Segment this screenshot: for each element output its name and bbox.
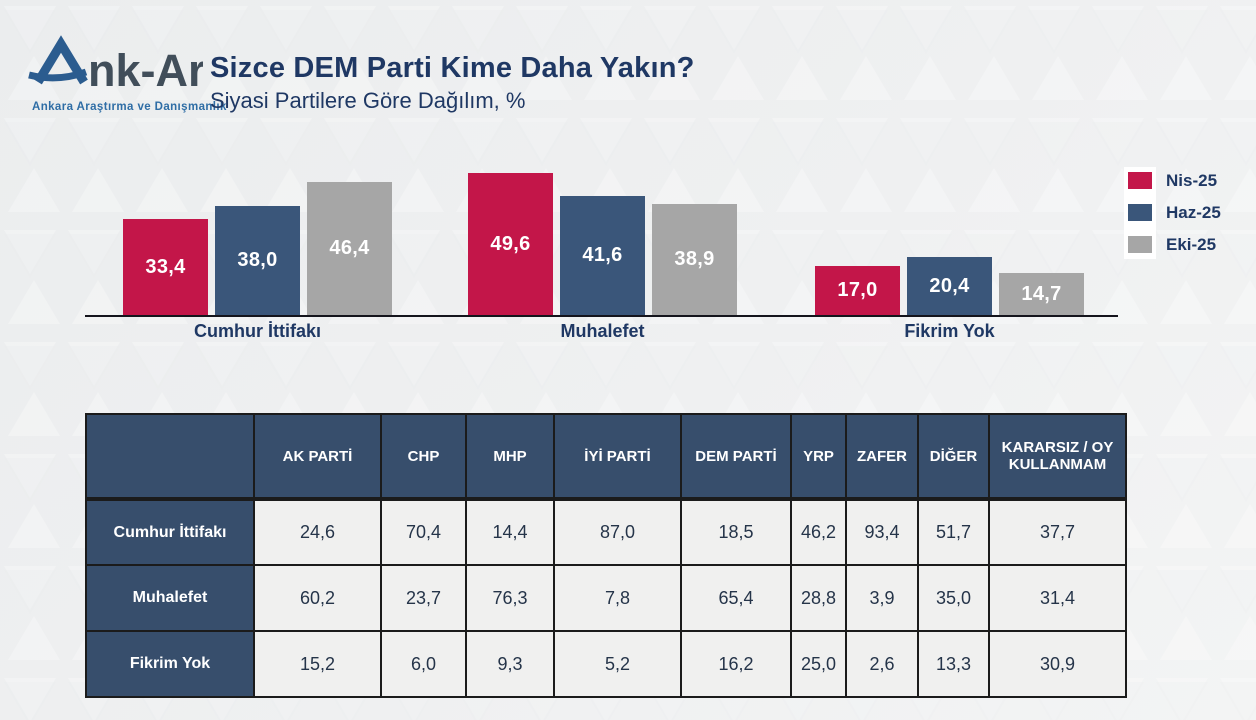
table-cell: 93,4	[845, 498, 919, 566]
table-cell: 25,0	[790, 630, 847, 698]
table-cell: 13,3	[917, 630, 990, 698]
table-cell: 16,2	[680, 630, 792, 698]
bar: 49,6	[468, 173, 553, 315]
table-cell: 15,2	[253, 630, 382, 698]
table-cell: 30,9	[988, 630, 1127, 698]
table-body: Cumhur İttifakı 24,6 70,4 14,4 87,0 18,5 46,2 9…	[85, 498, 1127, 698]
logo-text: nk-Ar	[88, 45, 203, 94]
ankar-logo-icon: nk-Ar	[28, 35, 206, 96]
bar: 20,4	[907, 257, 992, 315]
table-cell: 60,2	[253, 564, 382, 632]
table-cell: 70,4	[380, 498, 467, 566]
table-cell: 76,3	[465, 564, 555, 632]
chart-legend: Nis-25 Haz-25 Eki-25	[1124, 167, 1221, 268]
legend-label: Eki-25	[1166, 234, 1217, 254]
legend-item: Haz-25	[1128, 202, 1221, 222]
column-header: ZAFER	[845, 413, 919, 501]
column-header	[85, 413, 255, 501]
table-cell: 18,5	[680, 498, 792, 566]
table-cell: 23,7	[380, 564, 467, 632]
legend-swatch	[1128, 172, 1152, 189]
bar-value-label: 38,9	[674, 248, 715, 270]
table-cell: 37,7	[988, 498, 1127, 566]
table-cell: 24,6	[253, 498, 382, 566]
bar-value-label: 38,0	[237, 249, 278, 271]
table-cell: 6,0	[380, 630, 467, 698]
bar-value-label: 17,0	[837, 279, 878, 301]
column-header: CHP	[380, 413, 467, 501]
legend-item: Eki-25	[1128, 234, 1221, 254]
table-row: Muhalefet 60,2 23,7 76,3 7,8 65,4 28,8 3,9 35,0 3…	[85, 564, 1127, 632]
bar-value-label: 41,6	[582, 244, 623, 266]
table-cell: 7,8	[553, 564, 682, 632]
brand-tagline: Ankara Araştırma ve Danışmanlık	[32, 101, 227, 113]
table-cell: 9,3	[465, 630, 555, 698]
bar: 46,4	[307, 182, 392, 315]
table-cell: 31,4	[988, 564, 1127, 632]
row-label: Fikrim Yok	[85, 630, 255, 698]
bar-value-label: 20,4	[929, 274, 970, 297]
category-label: Muhalefet	[560, 321, 645, 341]
table-row: Cumhur İttifakı 24,6 70,4 14,4 87,0 18,5 46,2 9…	[85, 498, 1127, 566]
table-cell: 5,2	[553, 630, 682, 698]
column-header: DİĞER	[917, 413, 990, 501]
bar-chart: 33,4 38,0 46,4 Cumhur İttifakı 49,6 41,6 38,9 M…	[85, 150, 1118, 341]
table-head: AK PARTİ CHP MHP İYİ PARTİ DEM PARTİ YRP ZAFER…	[85, 413, 1127, 501]
table-cell: 2,6	[845, 630, 919, 698]
header: Sizce DEM Parti Kime Daha Yakın? Siyasi …	[210, 52, 695, 114]
table-cell: 51,7	[917, 498, 990, 566]
column-header: DEM PARTİ	[680, 413, 792, 501]
table-cell: 35,0	[917, 564, 990, 632]
bar: 38,0	[215, 206, 300, 315]
legend-label: Haz-25	[1166, 202, 1221, 222]
table-cell: 87,0	[553, 498, 682, 566]
table-row: Fikrim Yok 15,2 6,0 9,3 5,2 16,2 25,0 2,6 13,3 30…	[85, 630, 1127, 698]
table-cell: 65,4	[680, 564, 792, 632]
page-title: Sizce DEM Parti Kime Daha Yakın?	[210, 52, 695, 84]
bar: 41,6	[560, 196, 645, 315]
bar-value-label: 14,7	[1021, 282, 1062, 305]
bar-value-label: 46,4	[329, 237, 370, 259]
legend-item: Nis-25	[1128, 170, 1221, 190]
table-cell: 14,4	[465, 498, 555, 566]
bar: 17,0	[815, 266, 900, 315]
column-header: İYİ PARTİ	[553, 413, 682, 501]
category-label: Fikrim Yok	[904, 321, 995, 341]
bar: 14,7	[999, 273, 1084, 315]
column-header: AK PARTİ	[253, 413, 382, 501]
table-cell: 3,9	[845, 564, 919, 632]
column-header: YRP	[790, 413, 847, 501]
bar: 33,4	[123, 219, 208, 315]
column-header: KARARSIZ / OY KULLANMAM	[988, 413, 1127, 501]
table-cell: 28,8	[790, 564, 847, 632]
page-subtitle: Siyasi Partilere Göre Dağılım, %	[210, 88, 526, 113]
brand-logo: nk-Ar Ankara Araştırma ve Danışmanlık	[28, 34, 227, 113]
legend-swatch	[1128, 236, 1152, 253]
row-label: Muhalefet	[85, 564, 255, 632]
bar-value-label: 33,4	[145, 255, 186, 278]
legend-swatch	[1128, 204, 1152, 221]
table-header-row: AK PARTİ CHP MHP İYİ PARTİ DEM PARTİ YRP ZAFER…	[85, 413, 1127, 501]
table-cell: 46,2	[790, 498, 847, 566]
bar-value-label: 49,6	[490, 232, 531, 255]
results-table: AK PARTİ CHP MHP İYİ PARTİ DEM PARTİ YRP ZAFER…	[85, 413, 1127, 698]
column-header: MHP	[465, 413, 555, 501]
bar: 38,9	[652, 204, 737, 315]
row-label: Cumhur İttifakı	[85, 498, 255, 566]
category-label: Cumhur İttifakı	[193, 321, 322, 341]
legend-label: Nis-25	[1166, 170, 1218, 190]
